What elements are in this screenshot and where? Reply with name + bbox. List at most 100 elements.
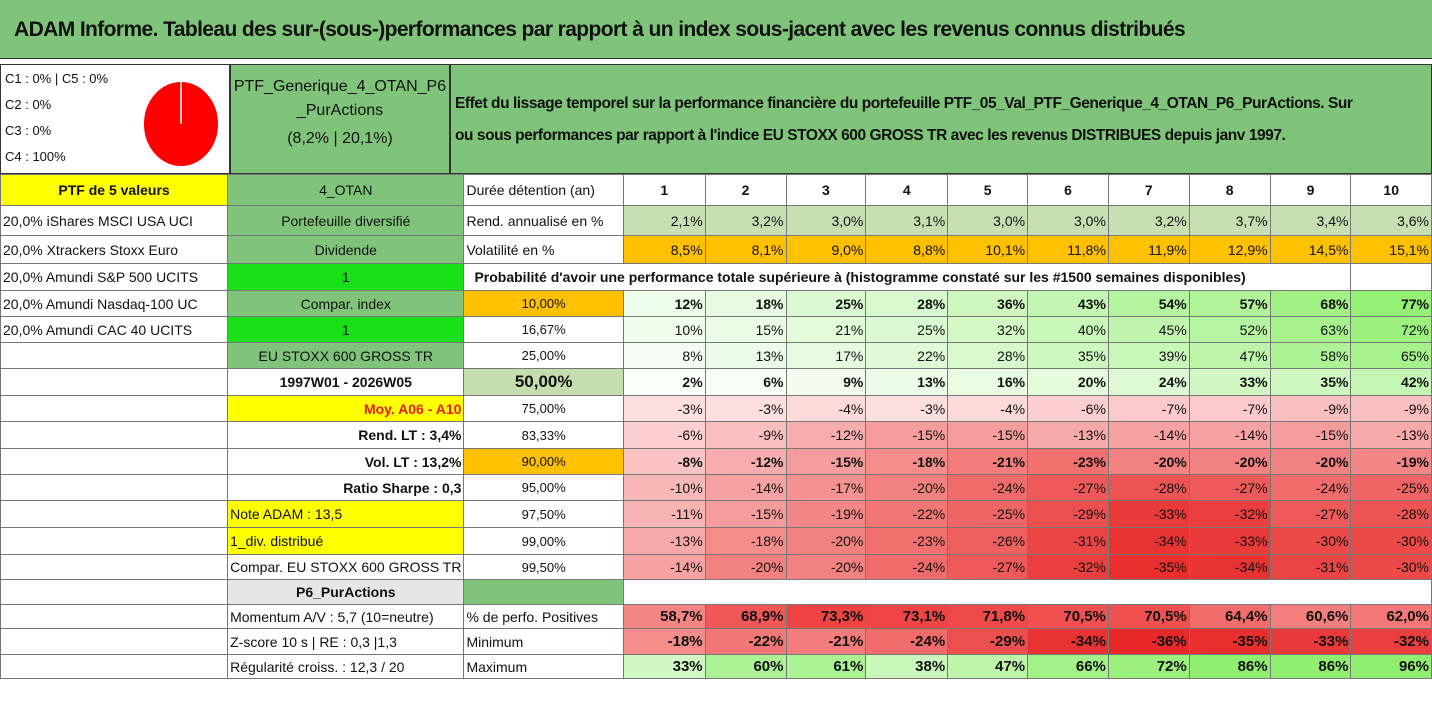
years-cell: 4 — [865, 174, 949, 206]
pos-cell: 73,3% — [785, 604, 867, 629]
quantile-cell: -20% — [704, 554, 787, 580]
quantile-cell: -14% — [704, 474, 787, 501]
empty-cell — [0, 448, 229, 475]
quantile-cell: 57% — [1188, 290, 1271, 317]
quantile-cell: -27% — [947, 554, 1029, 580]
quantile-cell: -24% — [865, 554, 949, 580]
min-cell: -34% — [1027, 628, 1109, 655]
min-cell: -36% — [1107, 628, 1190, 655]
quantile-cell: -9% — [704, 421, 787, 449]
quantile-cell: -17% — [785, 474, 867, 501]
quantile-cell: -15% — [947, 421, 1029, 449]
years-cell: 2 — [704, 174, 787, 206]
quantile-cell: -6% — [622, 421, 706, 449]
momentum: Momentum A/V : 5,7 (10=neutre) — [227, 604, 465, 629]
quantile-cell: -15% — [785, 448, 867, 475]
quantile-cell: -20% — [1188, 448, 1271, 475]
quantile-cell: -3% — [865, 395, 949, 422]
quantile-cell: -34% — [1188, 554, 1271, 580]
pos-cell: 70,5% — [1027, 604, 1109, 629]
min-cell: -32% — [1350, 628, 1432, 655]
quantile-label: 95,00% — [463, 474, 624, 501]
longterm-volatility: Vol. LT : 13,2% — [227, 448, 465, 475]
quantile-label: 10,00% — [463, 290, 624, 317]
holding-5: 20,0% Amundi CAC 40 UCITS — [0, 316, 229, 343]
quantile-cell: 33% — [1188, 368, 1271, 396]
table-row: 20,0% Amundi Nasdaq-100 UC Compar. index 1… — [0, 290, 1432, 317]
pos-cell: 71,8% — [947, 604, 1029, 629]
max-cell: 72% — [1107, 654, 1190, 679]
quantile-cell: 42% — [1350, 368, 1432, 396]
quantile-label: 16,67% — [463, 316, 624, 343]
vol-cell: 14,5% — [1269, 235, 1352, 264]
asset-class-box: C1 : 0% | C5 : 0% C2 : 0% C3 : 0% C4 : 1… — [0, 64, 230, 174]
empty-cell — [0, 368, 229, 396]
rend-cell: 3,7% — [1188, 205, 1271, 236]
years-cell: 9 — [1269, 174, 1352, 206]
quantile-cell: 24% — [1107, 368, 1190, 396]
vol-cell: 15,1% — [1350, 235, 1432, 264]
report-title-bar: ADAM Informe. Tableau des sur-(sous-)per… — [0, 0, 1432, 59]
quantile-label: 90,00% — [463, 448, 624, 475]
quantile-cell: -20% — [865, 474, 949, 501]
quantile-cell: -9% — [1269, 395, 1352, 422]
quantile-cell: 28% — [947, 342, 1029, 369]
pos-label: % de perfo. Positives — [463, 604, 624, 629]
pos-cell: 64,4% — [1188, 604, 1271, 629]
quantile-cell: 25% — [785, 290, 867, 317]
quantile-cell: 35% — [1027, 342, 1109, 369]
quantile-cell: -31% — [1027, 527, 1109, 555]
years-cell: 7 — [1107, 174, 1190, 206]
years-cell: 6 — [1027, 174, 1109, 206]
table-row: EU STOXX 600 GROSS TR 25,00% 8% 13% 17% 22% 28… — [0, 342, 1432, 369]
index-name: EU STOXX 600 GROSS TR — [227, 342, 465, 369]
quantile-cell: -32% — [1188, 500, 1271, 528]
empty-cell — [0, 604, 229, 629]
table-row: Z-score 10 s | RE : 0,3 |1,3 Minimum -18% -… — [0, 628, 1432, 655]
pos-cell: 58,7% — [622, 604, 706, 629]
quantile-cell: -14% — [1188, 421, 1271, 449]
description-box: Effet du lissage temporel sur la perform… — [450, 64, 1432, 174]
asset-class-c4: C4 : 100% — [5, 149, 66, 164]
max-cell: 96% — [1350, 654, 1432, 679]
empty-cell — [0, 527, 229, 555]
strategy-type: Portefeuille diversifié — [227, 205, 465, 236]
quantile-cell: -9% — [1350, 395, 1432, 422]
max-cell: 60% — [704, 654, 787, 679]
quantile-cell: -25% — [1350, 474, 1432, 501]
quantile-cell: -21% — [947, 448, 1029, 475]
quantile-cell: 25% — [865, 316, 949, 343]
ptf-size-label: PTF de 5 valeurs — [0, 174, 229, 206]
rend-cell: 2,1% — [622, 205, 706, 236]
max-cell: 66% — [1027, 654, 1109, 679]
adam-score: Note ADAM : 13,5 — [227, 500, 465, 528]
quantile-cell: 68% — [1269, 290, 1352, 317]
table-row: Régularité croiss. : 12,3 / 20 Maximum 33%… — [0, 654, 1432, 679]
years-label: Durée détention (an) — [463, 174, 624, 206]
quantile-cell: -13% — [622, 527, 706, 555]
table-row: 1997W01 - 2026W05 50,00% 2% 6% 9% 13% 16% 20% 24… — [0, 368, 1432, 396]
quantile-label: 50,00% — [463, 368, 624, 396]
portfolio-suffix: P6_PurActions — [227, 579, 465, 605]
dividend-mode: 1_div. distribué — [227, 527, 465, 555]
quantile-cell: -7% — [1188, 395, 1271, 422]
longterm-return: Rend. LT : 3,4% — [227, 421, 465, 449]
empty-cell — [0, 474, 229, 501]
min-cell: -35% — [1188, 628, 1271, 655]
empty-cell — [0, 421, 229, 449]
rend-cell: 3,4% — [1269, 205, 1352, 236]
quantile-cell: -25% — [947, 500, 1029, 528]
quantile-cell: 22% — [865, 342, 949, 369]
performance-table: PTF de 5 valeurs 4_OTAN Durée détention (a… — [0, 174, 1432, 679]
min-cell: -29% — [947, 628, 1029, 655]
report-title: ADAM Informe. Tableau des sur-(sous-)per… — [14, 18, 1186, 41]
vol-label: Volatilité en % — [463, 235, 624, 264]
quantile-cell: -18% — [704, 527, 787, 555]
years-cell: 1 — [622, 174, 706, 206]
dividend-label: Dividende — [227, 235, 465, 264]
quantile-cell: -19% — [785, 500, 867, 528]
vol-cell: 11,8% — [1027, 235, 1109, 264]
description-line1: Effet du lissage temporel sur la perform… — [455, 95, 1353, 112]
pos-cell: 68,9% — [704, 604, 787, 629]
quantile-cell: -26% — [947, 527, 1029, 555]
